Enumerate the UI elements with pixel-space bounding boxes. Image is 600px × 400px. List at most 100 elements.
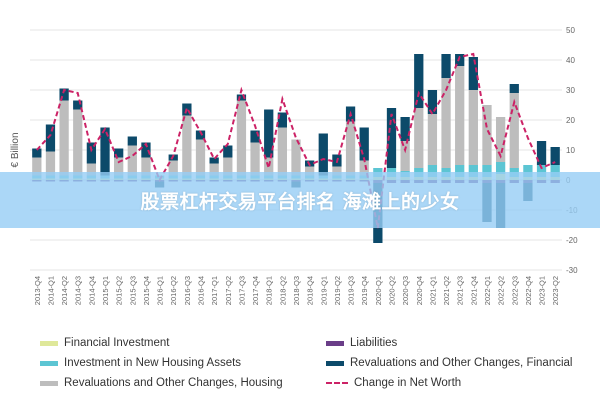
x-tick-label: 2023-Q1 — [538, 276, 547, 305]
bar-segment — [141, 142, 151, 158]
bar-segment — [73, 109, 83, 176]
x-tick-label: 2017-Q3 — [237, 276, 246, 305]
legend-label: Revaluations and Other Changes, Housing — [64, 377, 283, 389]
legend-item-net-worth: Change in Net Worth — [326, 374, 461, 392]
bar-segment — [277, 127, 287, 176]
bar-segment — [495, 162, 506, 174]
bar-segment — [427, 114, 438, 165]
y-tick-label: 20 — [566, 116, 575, 125]
bar-segment — [114, 148, 124, 158]
bar-segment — [427, 90, 438, 114]
bar-segment — [536, 165, 547, 177]
legend-item-reval-housing: Revaluations and Other Changes, Housing — [40, 374, 283, 392]
bar-segment — [482, 105, 492, 165]
bar-segment — [509, 84, 519, 93]
x-tick-label: 2013-Q4 — [33, 276, 42, 305]
legend-swatch — [40, 360, 58, 366]
x-tick-label: 2021-Q3 — [456, 276, 465, 305]
bar-segment — [45, 151, 56, 176]
bar-segment — [73, 100, 83, 110]
x-tick-label: 2017-Q2 — [224, 276, 233, 305]
bar-segment — [468, 90, 478, 165]
bar-segment — [550, 147, 560, 165]
y-tick-label: 10 — [566, 146, 575, 155]
bar-segment — [291, 139, 301, 176]
y-axis-ticks: 50403020100-10-20-30 — [566, 26, 578, 275]
x-tick-label: 2020-Q3 — [401, 276, 410, 305]
x-tick-label: 2021-Q4 — [469, 276, 478, 305]
bar-segment — [127, 145, 137, 176]
bar-segment — [386, 108, 397, 168]
legend-item-liabilities: Liabilities — [326, 334, 397, 352]
bar-segment — [400, 117, 410, 141]
x-tick-label: 2018-Q2 — [278, 276, 287, 305]
x-tick-label: 2016-Q3 — [183, 276, 192, 305]
bar-segment — [182, 115, 192, 176]
x-tick-label: 2022-Q2 — [497, 276, 506, 305]
bar-segment — [468, 165, 478, 177]
legend-swatch — [326, 340, 344, 346]
y-tick-label: 40 — [566, 56, 575, 65]
x-tick-label: 2019-Q4 — [360, 276, 369, 305]
bar-segment — [414, 108, 424, 168]
bar-segment — [441, 78, 451, 168]
y-tick-label: 30 — [566, 86, 575, 95]
bar-segment — [195, 139, 206, 176]
bar-segment — [209, 163, 219, 176]
bar-segment — [32, 157, 42, 176]
bar-segment — [100, 127, 110, 176]
bar-segment — [414, 54, 424, 108]
bar-segment — [223, 157, 233, 176]
bar-segment — [455, 66, 465, 165]
x-tick-label: 2015-Q2 — [115, 276, 124, 305]
x-tick-label: 2014-Q2 — [60, 276, 69, 305]
bar-segment — [209, 157, 219, 164]
x-tick-label: 2022-Q4 — [524, 276, 533, 305]
chart-legend: Financial Investment Investment in New H… — [40, 334, 580, 394]
bar-segment — [509, 93, 519, 168]
bar-segment — [318, 133, 328, 176]
x-tick-label: 2023-Q2 — [551, 276, 560, 305]
legend-label: Change in Net Worth — [354, 377, 462, 389]
x-tick-label: 2021-Q2 — [442, 276, 451, 305]
legend-label: Liabilities — [350, 337, 398, 349]
x-tick-label: 2019-Q3 — [347, 276, 356, 305]
bar-segment — [45, 124, 56, 152]
y-tick-label: -30 — [566, 266, 578, 275]
x-tick-label: 2015-Q1 — [101, 276, 110, 305]
bar-segment — [482, 165, 492, 177]
y-axis-label: € Billion — [10, 132, 21, 167]
bar-segment — [359, 160, 369, 176]
bar-segment — [195, 130, 206, 140]
bar-segment — [536, 141, 547, 165]
x-tick-label: 2015-Q3 — [128, 276, 137, 305]
x-tick-label: 2020-Q4 — [415, 276, 424, 305]
legend-item-new-housing: Investment in New Housing Assets — [40, 354, 241, 372]
x-tick-label: 2016-Q2 — [169, 276, 178, 305]
x-tick-label: 2018-Q3 — [292, 276, 301, 305]
bar-segment — [59, 88, 69, 101]
bar-segment — [468, 57, 478, 90]
bar-segment — [114, 157, 124, 176]
legend-item-reval-financial: Revaluations and Other Changes, Financia… — [326, 354, 572, 372]
bar-segment — [250, 130, 260, 143]
bar-segment — [223, 145, 233, 158]
x-tick-label: 2016-Q4 — [197, 276, 206, 305]
legend-label: Revaluations and Other Changes, Financia… — [350, 357, 573, 369]
x-tick-label: 2019-Q2 — [333, 276, 342, 305]
x-tick-label: 2020-Q2 — [387, 276, 396, 305]
x-tick-label: 2017-Q1 — [210, 276, 219, 305]
bar-segment — [59, 100, 69, 176]
bar-segment — [400, 141, 410, 171]
legend-label: Investment in New Housing Assets — [64, 357, 242, 369]
legend-swatch — [40, 340, 58, 346]
x-tick-label: 2022-Q1 — [483, 276, 492, 305]
x-tick-label: 2017-Q4 — [251, 276, 260, 305]
x-tick-label: 2014-Q3 — [74, 276, 83, 305]
bar-segment — [86, 142, 97, 164]
x-tick-label: 2018-Q4 — [306, 276, 315, 305]
bar-segment — [236, 94, 247, 101]
bar-segment — [305, 166, 315, 176]
legend-item-financial-investment: Financial Investment — [40, 334, 169, 352]
bar-segment — [332, 166, 342, 176]
